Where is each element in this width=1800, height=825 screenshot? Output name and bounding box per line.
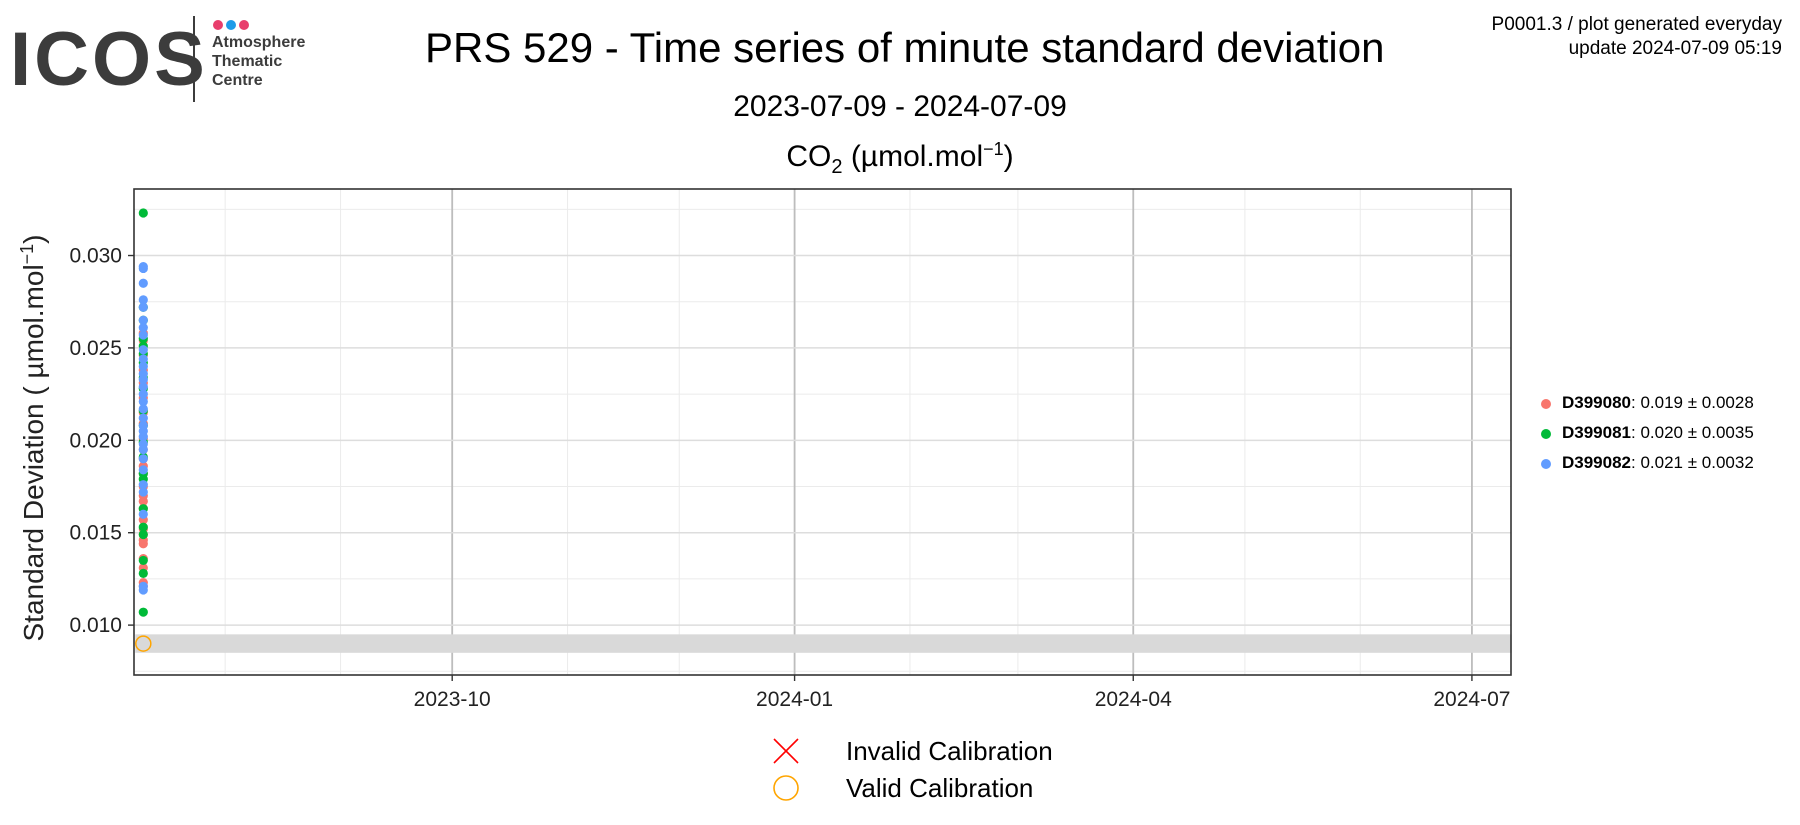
data-point-d399082 — [138, 382, 148, 392]
data-point-d399082 — [138, 263, 148, 274]
data-point-d399081 — [138, 522, 148, 532]
plot-grid — [134, 189, 1511, 675]
calibration-band — [135, 634, 1512, 653]
logo-wordmark: ICOS — [10, 17, 208, 102]
x-tick-label: 2024-04 — [1095, 688, 1172, 711]
data-point-d399082 — [138, 444, 148, 455]
date-range-subtitle: 2023-07-09 - 2024-07-09 — [733, 90, 1067, 123]
data-point-d399082 — [138, 509, 148, 519]
data-point-d399082 — [138, 413, 148, 423]
y-tick-label: 0.025 — [69, 337, 122, 360]
legend-item-d399082: D399082: 0.021 ± 0.0032 — [1540, 448, 1754, 478]
logo-dot-3 — [239, 20, 249, 30]
legend-series-summary: : 0.020 ± 0.0035 — [1631, 423, 1754, 442]
data-point-d399082 — [138, 374, 148, 384]
legend-key-d399082 — [1541, 458, 1551, 469]
legend-item-d399080: D399080: 0.019 ± 0.0028 — [1540, 388, 1754, 418]
data-point-d399082 — [138, 322, 148, 333]
invalid-calibration-label: Invalid Calibration — [846, 736, 1053, 766]
orange-circle-icon — [773, 775, 799, 801]
data-point-d399082 — [138, 278, 148, 288]
legend-series-summary: : 0.021 ± 0.0032 — [1631, 453, 1754, 472]
logo-subtitle: Atmosphere Thematic Centre — [212, 33, 305, 90]
plot-background — [134, 189, 1511, 675]
y-tick-label: 0.030 — [69, 245, 122, 268]
valid-calibration-label: Valid Calibration — [846, 773, 1034, 803]
data-point-d399081 — [138, 568, 148, 578]
legend-series-name: D399080 — [1562, 393, 1632, 412]
data-points — [135, 208, 152, 652]
data-point-d399081 — [138, 607, 148, 617]
data-point-d399082 — [138, 585, 148, 595]
series-legend: D399080: 0.019 ± 0.0028 D399081: 0.020 ±… — [1540, 388, 1754, 478]
x-tick-label: 2024-07 — [1433, 688, 1510, 711]
logo-separator — [193, 16, 195, 102]
data-point-d399082 — [138, 480, 148, 490]
update-timestamp: update 2024-07-09 05:19 — [1568, 38, 1782, 59]
y-tick-label: 0.015 — [69, 522, 122, 545]
data-point-d399082 — [138, 295, 148, 305]
data-point-d399082 — [138, 487, 148, 497]
y-tick-label: 0.020 — [69, 429, 122, 452]
calibration-band-rect — [135, 634, 1512, 653]
y-axis-title: Standard Deviation ( µmol.mol−1) — [17, 234, 49, 641]
page-title: PRS 529 - Time series of minute standard… — [425, 24, 1385, 71]
legend-series-summary: : 0.019 ± 0.0028 — [1631, 393, 1754, 412]
legend-series-name: D399082 — [1562, 453, 1632, 472]
x-tick-label: 2023-10 — [414, 688, 491, 711]
legend-series-name: D399081 — [1562, 423, 1632, 442]
data-point-d399082 — [138, 389, 148, 399]
logo-subtitle-line-2: Thematic — [212, 53, 283, 70]
data-point-d399082 — [138, 454, 148, 464]
logo-subtitle-line-1: Atmosphere — [212, 34, 306, 51]
plot-panel-border — [133, 188, 1512, 676]
data-point-d399081 — [138, 555, 148, 566]
logo-dots — [213, 17, 252, 35]
legend-item-d399081: D399081: 0.020 ± 0.0035 — [1540, 418, 1754, 448]
icos-logo: ICOS Atmosphere Thematic Centre — [10, 14, 330, 106]
legend-key-d399080 — [1541, 398, 1551, 409]
chart-title: CO2 (µmol.mol−1) — [786, 139, 1014, 178]
valid-calibration-marker — [135, 635, 152, 652]
data-point-d399082 — [138, 432, 148, 442]
data-point-d399082 — [138, 396, 148, 407]
data-point-d399082 — [138, 302, 148, 312]
plot-info-text: P0001.3 / plot generated everyday — [1491, 14, 1782, 35]
data-point-d399082 — [138, 315, 148, 325]
logo-dot-1 — [213, 20, 223, 30]
x-axis: 2023-10 2024-01 2024-04 2024-07 — [414, 675, 1510, 711]
data-point-d399081 — [138, 529, 148, 540]
x-tick-label: 2024-01 — [756, 688, 833, 711]
data-point-d399082 — [138, 330, 148, 340]
data-point-d399082 — [138, 354, 148, 364]
data-point-d399082 — [138, 345, 148, 355]
data-point-d399081 — [138, 208, 148, 218]
data-point-d399082 — [138, 361, 148, 371]
logo-dot-2 — [226, 20, 236, 30]
logo-subtitle-line-3: Centre — [212, 72, 263, 89]
red-x-icon — [773, 738, 799, 764]
data-point-d399082 — [138, 404, 148, 414]
data-point-d399082 — [138, 465, 148, 475]
legend-key-d399081 — [1541, 428, 1551, 439]
y-axis: 0.010 0.015 0.020 0.025 0.030 — [69, 245, 134, 637]
y-tick-label: 0.010 — [69, 614, 122, 637]
